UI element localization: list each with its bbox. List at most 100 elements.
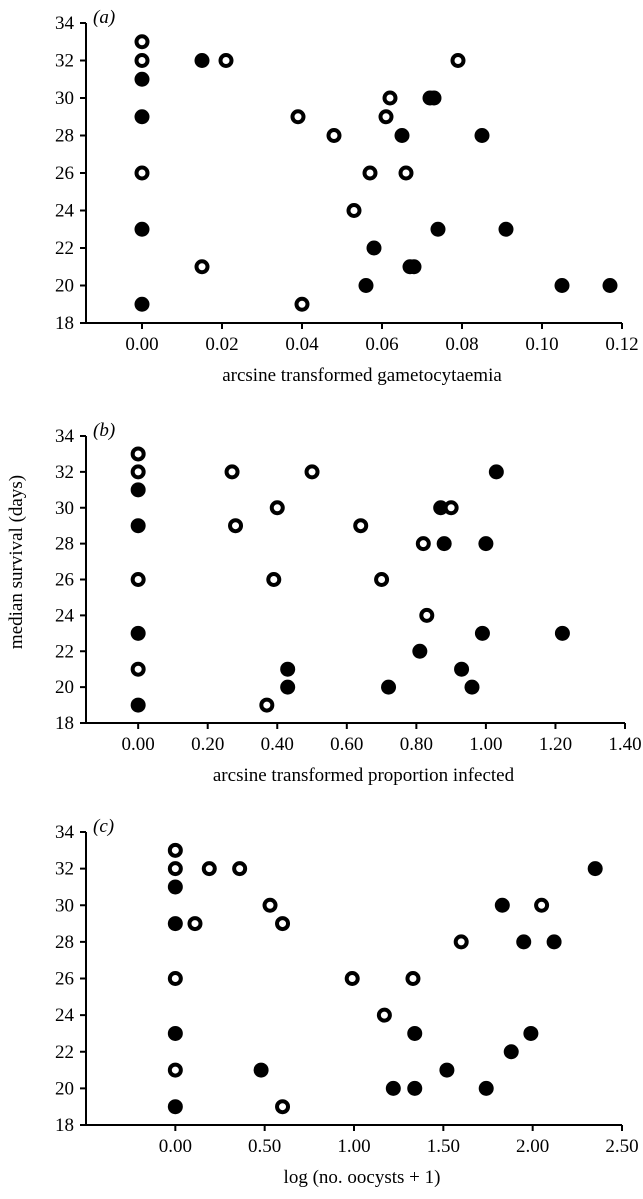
- data-point-filled: [478, 1080, 494, 1096]
- data-point-open: [290, 109, 306, 125]
- data-point-open: [167, 842, 183, 858]
- data-point-filled: [130, 482, 146, 498]
- data-point-filled: [407, 1025, 423, 1041]
- y-tick-label: 32: [55, 859, 74, 880]
- data-point-open: [167, 971, 183, 986]
- x-tick-label: 0.10: [525, 334, 558, 355]
- data-point-open: [259, 697, 275, 713]
- data-point-open: [167, 861, 183, 877]
- y-tick-label: 20: [55, 276, 74, 297]
- data-point-open: [374, 572, 390, 587]
- data-point-filled: [523, 1025, 539, 1041]
- y-tick-label: 24: [55, 1005, 75, 1026]
- y-tick-label: 32: [55, 51, 74, 72]
- data-point-filled: [130, 625, 146, 641]
- data-point-open: [304, 464, 320, 480]
- data-point-open: [443, 500, 459, 516]
- chart-panel-3: 18 20 22 24 26 28 30 32 34 0.00 0.50 1.00 1.50 2.00 2.…: [55, 816, 639, 1188]
- data-point-open: [398, 165, 414, 181]
- data-point-filled: [167, 1025, 183, 1041]
- panel-label: (b): [93, 420, 115, 441]
- data-point-filled: [554, 625, 570, 641]
- y-tick-label: 22: [55, 238, 74, 259]
- y-tick-label: 18: [55, 313, 74, 334]
- data-point-filled: [478, 536, 494, 552]
- x-tick-label: 0.02: [205, 334, 238, 355]
- x-tick-label: 0.06: [365, 334, 398, 355]
- x-tick-label: 1.00: [337, 1136, 370, 1157]
- data-point-open: [453, 934, 469, 950]
- data-point-filled: [474, 128, 490, 143]
- data-point-open: [346, 203, 362, 218]
- data-point-filled: [439, 1062, 455, 1078]
- data-point-filled: [406, 259, 422, 275]
- data-point-filled: [167, 916, 183, 932]
- y-tick-label: 34: [55, 13, 75, 34]
- data-point-open: [344, 971, 360, 986]
- data-point-open: [378, 109, 394, 125]
- chart-panel-1: 18 20 22 24 26 28 30 32 34 0.00 0.02 0.04 0.06 0.08 0.…: [55, 7, 639, 386]
- x-tick-label: 0.80: [400, 734, 433, 755]
- y-tick-label: 18: [55, 1115, 74, 1136]
- data-point-filled: [134, 296, 150, 312]
- x-tick-label: 1.50: [427, 1136, 460, 1157]
- data-point-filled: [381, 679, 397, 695]
- x-tick-label: 0.12: [605, 334, 638, 355]
- data-point-filled: [167, 879, 183, 895]
- data-point-filled: [474, 625, 490, 641]
- data-point-filled: [134, 71, 150, 87]
- y-tick-label: 28: [55, 534, 74, 555]
- data-point-open: [134, 34, 150, 50]
- data-point-open: [275, 1099, 291, 1115]
- x-tick-label: 0.60: [330, 734, 363, 755]
- data-point-open: [224, 464, 240, 480]
- data-point-open: [534, 897, 550, 913]
- data-point-filled: [167, 1099, 183, 1115]
- data-point-open: [130, 572, 146, 587]
- data-point-open: [167, 1062, 183, 1078]
- y-tick-label: 22: [55, 641, 74, 662]
- panel-label: (a): [93, 7, 115, 28]
- data-point-filled: [503, 1044, 519, 1060]
- y-tick-label: 18: [55, 713, 74, 734]
- data-point-open: [228, 518, 244, 534]
- data-point-filled: [130, 518, 146, 534]
- data-point-open: [134, 53, 150, 68]
- data-point-open: [194, 259, 210, 275]
- data-point-open: [266, 572, 282, 587]
- data-point-filled: [516, 934, 532, 950]
- y-axis-label: median survival (days): [6, 475, 27, 649]
- x-tick-label: 0.00: [122, 734, 155, 755]
- data-point-filled: [430, 221, 446, 237]
- y-tick-label: 24: [55, 605, 75, 626]
- panel-label: (c): [93, 816, 114, 837]
- data-point-filled: [602, 278, 618, 293]
- x-axis-label: arcsine transformed gametocytaemia: [222, 365, 502, 386]
- data-point-open: [450, 53, 466, 68]
- data-point-open: [415, 536, 431, 552]
- y-tick-label: 22: [55, 1042, 74, 1063]
- y-tick-label: 26: [55, 969, 74, 990]
- data-point-open: [275, 916, 291, 932]
- y-tick-label: 26: [55, 163, 74, 184]
- y-tick-label: 26: [55, 570, 74, 591]
- x-axis-label: arcsine transformed proportion infected: [213, 765, 515, 786]
- y-tick-label: 30: [55, 498, 74, 519]
- x-tick-label: 0.20: [191, 734, 224, 755]
- data-point-filled: [394, 128, 410, 143]
- y-tick-label: 24: [55, 201, 75, 222]
- y-tick-label: 30: [55, 895, 74, 916]
- data-point-filled: [280, 679, 296, 695]
- data-point-open: [134, 165, 150, 181]
- x-tick-label: 0.08: [445, 334, 478, 355]
- x-tick-label: 0.50: [248, 1136, 281, 1157]
- data-point-open: [262, 897, 278, 913]
- data-point-filled: [464, 679, 480, 695]
- data-point-filled: [253, 1062, 269, 1078]
- y-tick-label: 32: [55, 462, 74, 483]
- x-tick-label: 2.00: [516, 1136, 549, 1157]
- x-tick-label: 2.50: [605, 1136, 638, 1157]
- data-point-open: [130, 446, 146, 462]
- data-point-open: [362, 165, 378, 181]
- data-point-filled: [280, 661, 296, 677]
